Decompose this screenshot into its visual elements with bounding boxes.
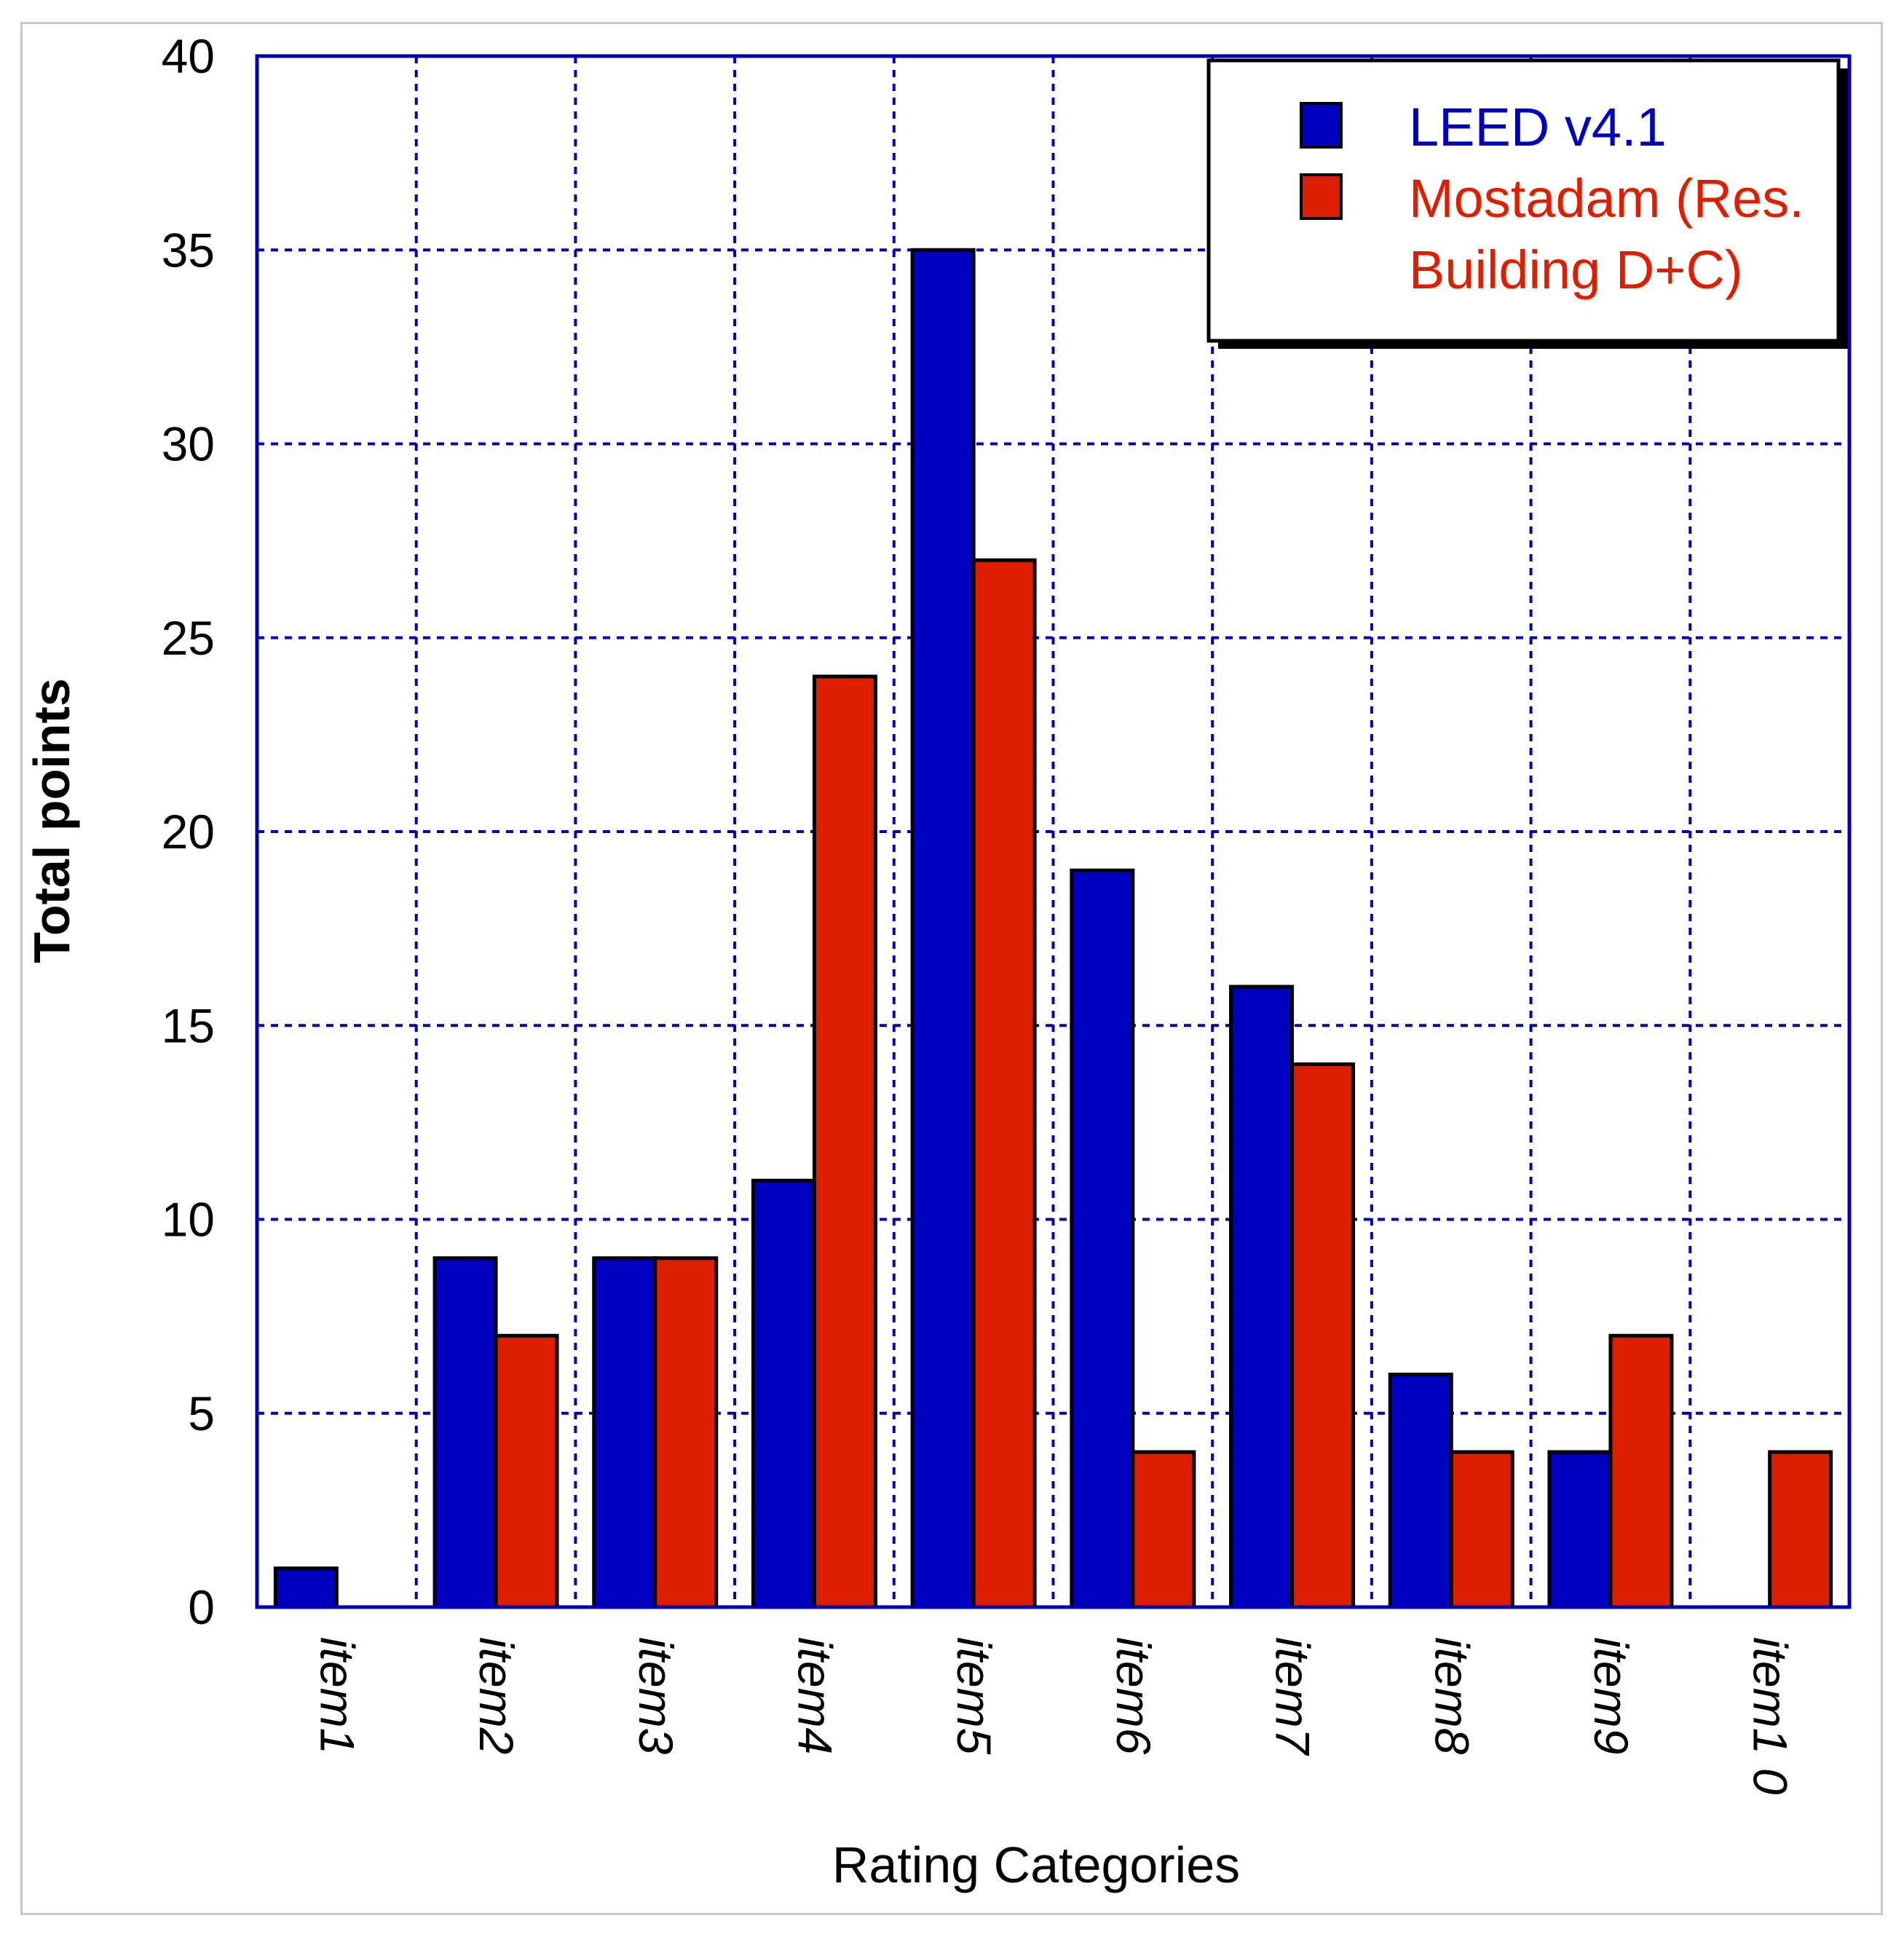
bar-mostadam-3 [653, 1256, 719, 1609]
legend-swatch-leed [1300, 102, 1343, 149]
bar-leed-7 [1229, 985, 1295, 1609]
bar-leed-6 [1070, 868, 1135, 1609]
x-tick-label: item9 [1584, 1637, 1638, 1754]
y-tick-label: 15 [162, 998, 215, 1052]
x-tick-label: item5 [947, 1637, 1001, 1755]
y-tick-label: 40 [162, 29, 215, 83]
y-tick-label: 35 [162, 223, 215, 277]
x-tick-label: item1 0 [1744, 1637, 1798, 1795]
y-axis-label: Total points [23, 678, 80, 963]
y-tick-label: 20 [162, 805, 215, 859]
bar-leed-5 [910, 248, 976, 1609]
x-tick-label: item3 [629, 1637, 683, 1755]
bar-mostadam-5 [971, 558, 1037, 1609]
y-tick-label: 5 [188, 1386, 215, 1440]
bar-mostadam-2 [494, 1333, 559, 1609]
bar-leed-9 [1547, 1450, 1613, 1609]
bar-leed-1 [273, 1566, 339, 1609]
x-tick-label: item2 [470, 1637, 524, 1754]
gridlines [257, 56, 1849, 1607]
bar-mostadam-8 [1449, 1450, 1514, 1609]
y-tick-label: 30 [162, 417, 215, 471]
bar-leed-3 [592, 1256, 657, 1609]
x-tick-label: item4 [788, 1637, 842, 1754]
legend-swatch-mostadam [1300, 173, 1343, 220]
bar-leed-2 [432, 1256, 498, 1609]
legend-label-mostadam-line1: Mostadam (Res. [1409, 168, 1804, 229]
bar-mostadam-7 [1290, 1062, 1356, 1609]
bar-mostadam-6 [1131, 1450, 1196, 1609]
y-tick-label: 10 [162, 1193, 215, 1247]
figure-frame [20, 22, 1883, 1915]
bars [273, 248, 1833, 1609]
y-tick-labels: 0 5 10 15 20 25 30 35 40 [162, 29, 215, 1634]
legend-label-mostadam-line2: Building D+C) [1409, 240, 1743, 300]
x-tick-labels: item1 item2 item3 item4 item5 item6 item7 item8… [310, 1637, 1797, 1795]
x-tick-label: item1 [310, 1637, 364, 1754]
y-tick-label: 0 [188, 1580, 215, 1634]
legend-label-leed: LEED v4.1 [1409, 97, 1667, 157]
y-tick-label: 25 [162, 611, 215, 665]
x-axis-label: Rating Categories [832, 1837, 1240, 1893]
legend: LEED v4.1 Mostadam (Res. Building D+C) [1206, 58, 1848, 349]
x-tick-label: item8 [1425, 1637, 1479, 1755]
x-tick-label: item7 [1266, 1637, 1320, 1756]
plot-border [255, 54, 1852, 1609]
bar-mostadam-9 [1608, 1333, 1674, 1609]
x-tick-label: item6 [1107, 1637, 1161, 1755]
bar-leed-8 [1388, 1373, 1453, 1609]
bar-mostadam-4 [812, 674, 877, 1609]
bar-leed-4 [751, 1178, 816, 1609]
bar-mostadam-10 [1768, 1450, 1833, 1609]
